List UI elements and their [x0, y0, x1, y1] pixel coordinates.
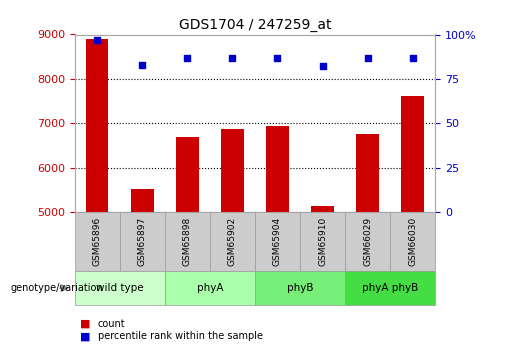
Bar: [266, 126, 289, 212]
Bar: [131, 189, 153, 212]
Text: GSM65910: GSM65910: [318, 217, 327, 266]
Point: [408, 55, 417, 60]
Text: GSM66030: GSM66030: [408, 217, 417, 266]
Text: GSM65902: GSM65902: [228, 217, 237, 266]
Point: [364, 55, 372, 60]
Bar: [221, 129, 244, 212]
Bar: [176, 137, 199, 212]
Text: ■: ■: [80, 332, 90, 341]
Point: [273, 55, 282, 60]
Text: GSM65897: GSM65897: [138, 217, 147, 266]
Point: [138, 62, 146, 68]
Text: GSM65904: GSM65904: [273, 217, 282, 266]
Text: count: count: [98, 319, 126, 328]
Point: [228, 55, 236, 60]
Text: GSM65896: GSM65896: [93, 217, 101, 266]
Bar: [401, 96, 424, 212]
Text: phyA: phyA: [197, 283, 223, 293]
Bar: [86, 39, 109, 212]
Text: GSM66029: GSM66029: [363, 217, 372, 266]
Point: [183, 55, 192, 60]
Text: ■: ■: [80, 319, 90, 328]
Bar: [311, 206, 334, 212]
Bar: [356, 135, 379, 212]
Text: genotype/variation: genotype/variation: [10, 283, 103, 293]
Text: phyB: phyB: [287, 283, 313, 293]
Text: phyA phyB: phyA phyB: [362, 283, 418, 293]
Text: percentile rank within the sample: percentile rank within the sample: [98, 332, 263, 341]
Text: wild type: wild type: [96, 283, 144, 293]
Text: GSM65898: GSM65898: [183, 217, 192, 266]
Title: GDS1704 / 247259_at: GDS1704 / 247259_at: [179, 18, 331, 32]
Point: [93, 37, 101, 42]
Point: [318, 64, 327, 69]
